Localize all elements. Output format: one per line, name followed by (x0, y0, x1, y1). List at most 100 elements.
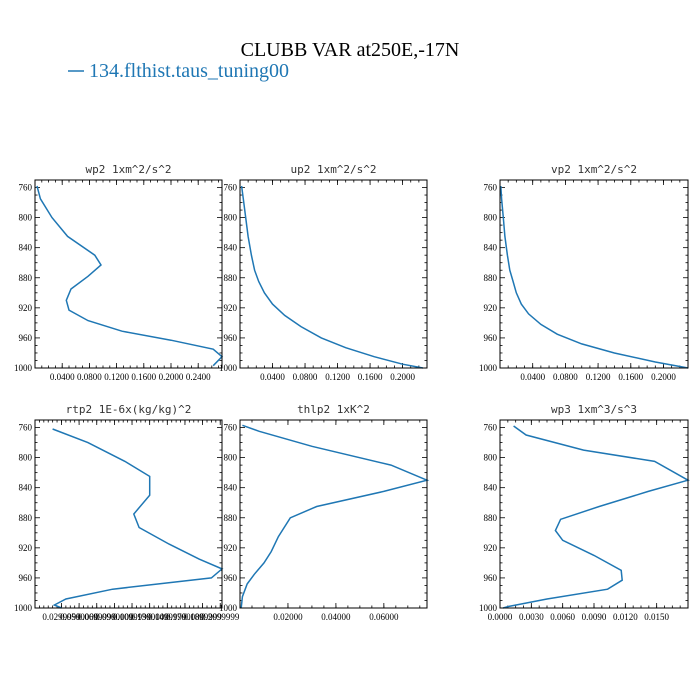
y-tick-label: 760 (484, 423, 498, 433)
x-tick-label: 0.0120 (613, 612, 638, 622)
panel-title: wp3 1xm^3/s^3 (551, 403, 637, 416)
panel-6: wp3 1xm^3/s^3 760 800 840 880 920 960 10000.000… (479, 403, 690, 622)
x-tick-label: 0.0400 (50, 372, 75, 382)
x-tick-label: 0.1600 (131, 372, 156, 382)
x-tick-label: 0.1200 (325, 372, 350, 382)
y-tick-label: 800 (484, 453, 498, 463)
y-tick-label: 1000 (219, 603, 238, 613)
y-tick-label: 840 (19, 243, 33, 253)
legend-label: 134.flthist.taus_tuning00 (89, 60, 289, 82)
y-tick-label: 840 (484, 483, 498, 493)
x-tick-label: 0.1499999 (148, 612, 187, 622)
panel-3: vp2 1xm^2/s^2 760 800 840 880 920 960 1000 0.040… (479, 163, 689, 382)
plot-frame (239, 179, 428, 369)
panel-title: vp2 1xm^2/s^2 (551, 163, 637, 176)
y-tick-label: 880 (224, 273, 238, 283)
y-tick-label: 960 (224, 333, 238, 343)
series-line-1 (502, 425, 690, 609)
y-tick-label: 800 (19, 453, 33, 463)
y-tick-label: 800 (224, 453, 238, 463)
panel-title: thlp2 1xK^2 (297, 403, 370, 416)
panel-1: wp2 1xm^2/s^2 760 800 840 880 920 960 1000 0.040… (14, 163, 224, 382)
x-tick-label: 0.1099999 (113, 612, 152, 622)
x-tick-label: 0.2000 (390, 372, 415, 382)
series-line-1 (500, 185, 689, 369)
y-tick-label: 800 (19, 213, 33, 223)
y-tick-label: 1000 (479, 363, 498, 373)
series-line-1 (240, 185, 424, 369)
y-tick-label: 880 (484, 513, 498, 523)
x-tick-label: 0.1300000 (131, 612, 170, 622)
series-line-1 (36, 185, 224, 367)
y-tick-label: 1000 (14, 603, 33, 613)
x-tick-label: 0.1899999 (183, 612, 222, 622)
y-tick-label: 920 (224, 303, 238, 313)
panel-2: up2 1xm^2/s^2 760 800 840 880 920 960 1000 0.040… (219, 163, 428, 382)
y-tick-label: 920 (484, 303, 498, 313)
y-tick-label: 800 (484, 213, 498, 223)
y-tick-label: 920 (19, 543, 33, 553)
y-tick-label: 760 (224, 183, 238, 193)
y-tick-label: 880 (484, 273, 498, 283)
panel-title: wp2 1xm^2/s^2 (85, 163, 171, 176)
x-tick-label: 0.0090 (582, 612, 607, 622)
x-tick-label: 0.2000 (651, 372, 676, 382)
x-tick-label: 0.1700000 (166, 612, 205, 622)
x-tick-label: 0.06000 (369, 612, 399, 622)
y-tick-label: 920 (19, 303, 33, 313)
x-tick-label: 0.0030 (519, 612, 544, 622)
y-tick-label: 960 (484, 333, 498, 343)
x-tick-label: 0.0150 (644, 612, 669, 622)
y-tick-label: 880 (224, 513, 238, 523)
y-tick-label: 960 (224, 573, 238, 583)
x-tick-label: 0.2000 (159, 372, 184, 382)
x-tick-label: 0.0400 (520, 372, 545, 382)
y-tick-label: 1000 (14, 363, 33, 373)
x-tick-label: 0.0299999 (42, 612, 81, 622)
y-tick-label: 960 (484, 573, 498, 583)
series-line-1 (240, 424, 430, 609)
x-tick-label: 0.2400 (186, 372, 211, 382)
panel-4: rtp2 1E-6x(kg/kg)^2 760 800 840 880 920 960 100… (14, 403, 240, 622)
y-tick-label: 1000 (219, 363, 238, 373)
y-tick-label: 880 (19, 513, 33, 523)
x-tick-label: 0.0699999 (78, 612, 117, 622)
y-tick-label: 760 (19, 423, 33, 433)
y-tick-label: 840 (224, 243, 238, 253)
y-tick-label: 960 (19, 333, 33, 343)
y-tick-label: 960 (19, 573, 33, 583)
x-tick-label: 0.1600 (618, 372, 643, 382)
x-tick-label: 0.1200 (586, 372, 611, 382)
panel-5: thlp2 1xK^2 760 800 840 880 920 960 1000 0.02000… (219, 403, 430, 622)
figure-title: CLUBB VAR at250E,-17N (241, 39, 460, 61)
y-tick-label: 920 (484, 543, 498, 553)
y-tick-label: 1000 (479, 603, 498, 613)
series-line-1 (52, 428, 224, 609)
legend: 134.flthist.taus_tuning00 (68, 60, 289, 82)
x-tick-label: 0.0060 (550, 612, 575, 622)
x-tick-label: 0.0800 (553, 372, 578, 382)
x-tick-label: 0.2099999 (201, 612, 240, 622)
plot-frame (34, 179, 223, 369)
x-tick-label: 0.0900000 (95, 612, 134, 622)
plot-frame (239, 419, 428, 609)
panel-title: up2 1xm^2/s^2 (290, 163, 376, 176)
panel-title: rtp2 1E-6x(kg/kg)^2 (66, 403, 192, 416)
y-tick-label: 760 (484, 183, 498, 193)
x-tick-label: 0.0500000 (60, 612, 99, 622)
x-tick-label: 0.0400 (260, 372, 285, 382)
y-tick-label: 840 (484, 243, 498, 253)
x-tick-label: 0.1200 (104, 372, 129, 382)
x-tick-label: 0.1600 (358, 372, 383, 382)
y-tick-label: 760 (19, 183, 33, 193)
panels: wp2 1xm^2/s^2 760 800 840 880 920 960 1000 0.040… (14, 163, 690, 622)
x-tick-label: 0.02000 (273, 612, 303, 622)
plot-frame (34, 419, 223, 609)
x-tick-label: 0.0800 (293, 372, 318, 382)
plot-frame (499, 419, 689, 609)
plot-frame (499, 179, 689, 369)
x-tick-label: 0.0000 (488, 612, 513, 622)
y-tick-label: 840 (19, 483, 33, 493)
y-tick-label: 920 (224, 543, 238, 553)
